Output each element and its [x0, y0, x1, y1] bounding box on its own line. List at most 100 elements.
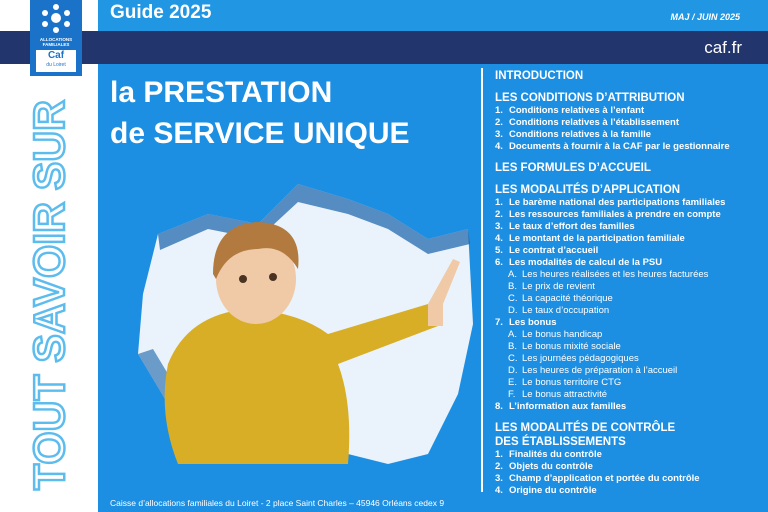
toc-subitem: F. Le bonus attractivité — [495, 389, 765, 401]
item-number: 3. — [495, 129, 503, 140]
item-number: 8. — [495, 401, 503, 412]
toc-item: 3. Le taux d’effort des familles — [495, 221, 765, 233]
item-text: Les ressources familiales à prendre en c… — [509, 209, 721, 220]
guide-label: Guide 2025 — [110, 2, 212, 23]
toc-item: 8. L’information aux familles — [495, 401, 765, 413]
toc-item: 1. Conditions relatives à l’enfant — [495, 105, 765, 117]
toc-subitem: B. Le bonus mixité sociale — [495, 341, 765, 353]
subitem-text: Les heures de préparation à l’accueil — [522, 365, 678, 376]
heading-text: LES MODALITÉS DE CONTRÔLE — [495, 422, 676, 434]
logo-text: ALLOCATIONS — [39, 37, 73, 42]
subitem-text: Le taux d’occupation — [522, 305, 610, 316]
subitem-text: Les journées pédagogiques — [522, 353, 639, 364]
item-text: Documents à fournir à la CAF par le gest… — [509, 141, 730, 152]
subitem-text: Le bonus territoire CTG — [522, 377, 622, 388]
toc-item: 4. Le montant de la participation familia… — [495, 233, 765, 245]
subitem-text: Les heures réalisées et les heures factu… — [522, 269, 709, 280]
face — [216, 234, 296, 324]
item-number: 4. — [495, 233, 503, 244]
nav-band — [0, 31, 768, 64]
toc-item: 6. Les modalités de calcul de la PSU — [495, 257, 765, 269]
section-heading: LES MODALITÉS DE CONTRÔLE — [495, 421, 765, 435]
subitem-letter: D. — [508, 305, 518, 316]
toc-item: 2. Objets du contrôle — [495, 461, 765, 473]
toc-item: 1. Finalités du contrôle — [495, 449, 765, 461]
item-text: Conditions relatives à l’établissement — [509, 117, 679, 128]
table-of-contents: INTRODUCTION LES CONDITIONS D’ATTRIBUTION… — [495, 69, 765, 497]
subitem-text: Le prix de revient — [522, 281, 595, 292]
section-heading: LES FORMULES D’ACCUEIL — [495, 161, 765, 175]
section-heading: INTRODUCTION — [495, 69, 765, 83]
toc-item: 3. Champ d’application et portée du contr… — [495, 473, 765, 485]
item-text: Finalités du contrôle — [509, 449, 602, 460]
subitem-text: Le bonus mixité sociale — [522, 341, 621, 352]
heading-text: LES FORMULES D’ACCUEIL — [495, 162, 651, 174]
toc-item: 7. Les bonus — [495, 317, 765, 329]
toc-item: 2. Les ressources familiales à prendre en… — [495, 209, 765, 221]
toc-subitem: B. Le prix de revient — [495, 281, 765, 293]
subitem-letter: B. — [508, 281, 517, 292]
subitem-text: Le bonus attractivité — [522, 389, 608, 400]
logo-brand: Caf — [47, 50, 65, 61]
cover-panel — [98, 64, 768, 512]
toc-item: 1. Le barème national des participations … — [495, 197, 765, 209]
item-text: Les bonus — [509, 317, 557, 328]
subitem-text: Le bonus handicap — [522, 329, 603, 340]
item-number: 3. — [495, 473, 503, 484]
side-title: TOUT SAVOIR SUR — [25, 100, 74, 490]
item-text: Le montant de la participation familiale — [509, 233, 685, 244]
item-text: Champ d’application et portée du contrôl… — [509, 473, 700, 484]
hair — [213, 222, 299, 279]
toc-subitem: A. Le bonus handicap — [495, 329, 765, 341]
logo: ALLOCATIONS FAMILIALES Caf du Loiret — [30, 0, 82, 76]
top-band — [98, 0, 768, 31]
toc-subitem: C. Les journées pédagogiques — [495, 353, 765, 365]
heading-text: LES MODALITÉS D’APPLICATION — [495, 184, 681, 196]
title-line: la PRESTATION — [110, 76, 333, 109]
toc-item: 4. Documents à fournir à la CAF par le ge… — [495, 141, 765, 153]
footer: Caisse d’allocations familiales du Loire… — [110, 498, 445, 508]
item-number: 1. — [495, 449, 503, 460]
logo-text: FAMILIALES — [42, 42, 70, 47]
subitem-text: La capacité théorique — [522, 293, 613, 304]
item-text: Le barème national des participations fa… — [509, 197, 726, 208]
divider — [481, 68, 483, 492]
item-number: 2. — [495, 209, 503, 220]
item-text: Le taux d’effort des familles — [509, 221, 635, 232]
section-heading: LES CONDITIONS D’ATTRIBUTION — [495, 91, 765, 105]
item-number: 5. — [495, 245, 503, 256]
toc-subitem: C. La capacité théorique — [495, 293, 765, 305]
toc-item: 3. Conditions relatives à la famille — [495, 129, 765, 141]
toc-item: 5. Le contrat d’accueil — [495, 245, 765, 257]
item-number: 2. — [495, 461, 503, 472]
shirt — [164, 304, 438, 464]
logo-region: du Loiret — [46, 62, 66, 68]
toc-item: 4. Origine du contrôle — [495, 485, 765, 497]
item-text: Les modalités de calcul de la PSU — [509, 257, 663, 268]
item-number: 7. — [495, 317, 503, 328]
toc-item: 2. Conditions relatives à l’établissement — [495, 117, 765, 129]
subitem-letter: D. — [508, 365, 518, 376]
item-text: L’information aux familles — [509, 401, 627, 412]
torn-edge — [158, 184, 470, 254]
section-heading: DES ÉTABLISSEMENTS — [495, 435, 765, 449]
title-line: de SERVICE UNIQUE — [110, 117, 410, 150]
subitem-letter: F. — [508, 389, 516, 400]
subitem-letter: C. — [508, 293, 518, 304]
item-number: 4. — [495, 485, 503, 496]
subitem-letter: E. — [508, 377, 517, 388]
eye — [269, 273, 277, 281]
site: caf.fr — [704, 38, 742, 57]
logo-box: Caf du Loiret — [36, 50, 76, 72]
item-text: Origine du contrôle — [509, 485, 597, 496]
photo — [138, 184, 473, 464]
subitem-letter: C. — [508, 353, 518, 364]
item-number: 4. — [495, 141, 503, 152]
item-number: 6. — [495, 257, 503, 268]
item-number: 2. — [495, 117, 503, 128]
item-number: 1. — [495, 197, 503, 208]
section-heading: LES MODALITÉS D’APPLICATION — [495, 183, 765, 197]
update-date: MAJ / JUIN 2025 — [670, 12, 740, 22]
toc-subitem: A. Les heures réalisées et les heures fac… — [495, 269, 765, 281]
